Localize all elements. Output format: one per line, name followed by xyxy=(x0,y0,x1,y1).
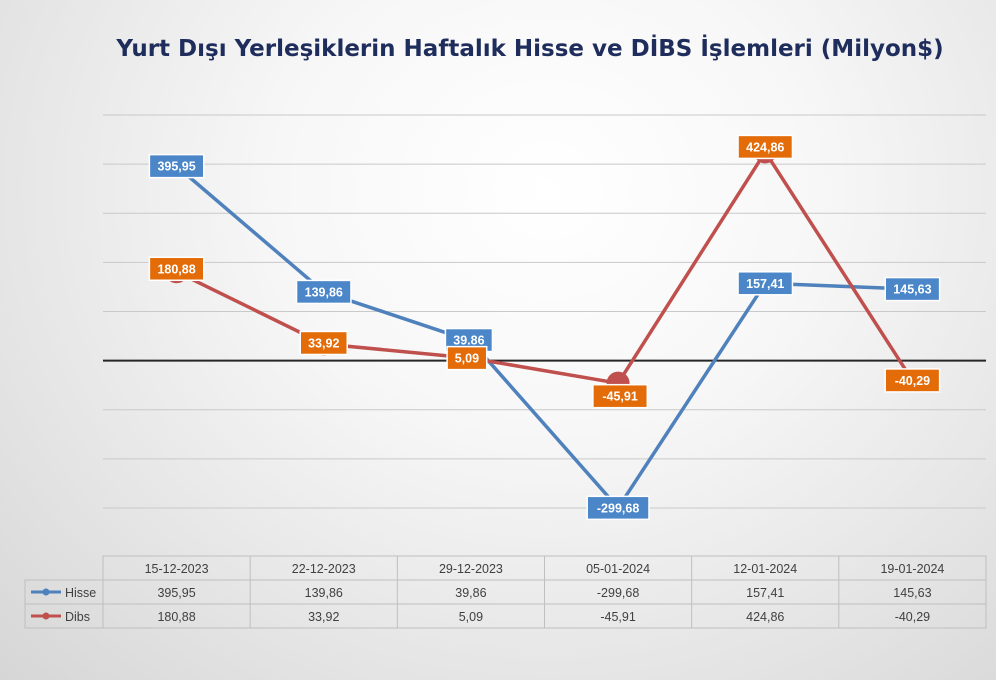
legend-label-dibs: Dibs xyxy=(65,610,90,624)
data-label-box xyxy=(586,495,650,521)
data-label-text: 145,63 xyxy=(893,283,931,297)
data-table-cell: -40,29 xyxy=(895,610,930,624)
data-label-dibs: 33,92 xyxy=(299,330,348,356)
data-label-dibs: -40,29 xyxy=(884,368,941,393)
x-tick-label: 29-12-2023 xyxy=(439,562,503,576)
data-label-hisse: 157,41 xyxy=(737,271,794,296)
data-label-text: -40,29 xyxy=(895,374,930,388)
data-table-cell: -45,91 xyxy=(600,610,635,624)
data-label-text: 424,86 xyxy=(746,140,784,154)
legend-label-hisse: Hisse xyxy=(65,586,96,600)
data-label-dibs: 424,86 xyxy=(737,134,794,160)
data-label-dibs: -45,91 xyxy=(592,383,649,409)
data-table-cell: 180,88 xyxy=(157,610,195,624)
data-label-text: 33,92 xyxy=(308,336,339,350)
data-label-box xyxy=(446,345,488,371)
data-label-box xyxy=(148,153,205,179)
data-label-dibs: 5,09 xyxy=(446,345,488,371)
x-tick-label: 19-01-2024 xyxy=(880,562,944,576)
data-label-hisse: 145,63 xyxy=(884,276,941,302)
data-label-text: 180,88 xyxy=(157,262,195,276)
data-label-box xyxy=(884,368,941,393)
x-tick-label: 22-12-2023 xyxy=(292,562,356,576)
data-label-box xyxy=(148,256,205,282)
series-line-hisse xyxy=(175,164,913,510)
legend-key-marker-dibs xyxy=(42,612,50,620)
data-label-text: 157,41 xyxy=(746,277,784,291)
data-label-box xyxy=(299,330,348,356)
data-table-cell: -299,68 xyxy=(597,586,639,600)
data-label-hisse: 39.86 xyxy=(444,327,494,353)
data-label-dibs: 180,88 xyxy=(148,256,205,282)
data-label-text: 39.86 xyxy=(453,334,484,348)
data-table-cell: 39,86 xyxy=(455,586,486,600)
data-label-box xyxy=(737,271,794,296)
data-label-box xyxy=(884,276,941,302)
x-tick-label: 12-01-2024 xyxy=(733,562,797,576)
data-table-cell: 5,09 xyxy=(459,610,483,624)
chart-title: Yurt Dışı Yerleşiklerin Haftalık Hisse v… xyxy=(116,36,944,62)
data-label-hisse: 139,86 xyxy=(295,279,352,305)
data-table-cell: 424,86 xyxy=(746,610,784,624)
legend-key-marker-hisse xyxy=(42,588,50,596)
data-label-box xyxy=(592,383,649,409)
series-line-dibs xyxy=(175,150,914,385)
data-table-cell: 33,92 xyxy=(308,610,339,624)
data-label-box xyxy=(737,134,794,160)
data-label-hisse: -299,68 xyxy=(586,495,650,521)
data-label-box xyxy=(295,279,352,305)
x-tick-label: 15-12-2023 xyxy=(145,562,209,576)
data-table-row xyxy=(24,603,987,629)
data-table-cell: 145,63 xyxy=(893,586,931,600)
data-table-cell: 139,86 xyxy=(305,586,343,600)
x-tick-label: 05-01-2024 xyxy=(586,562,650,576)
data-label-text: -45,91 xyxy=(602,390,637,404)
data-label-text: -299,68 xyxy=(597,501,639,515)
data-table-cell: 395,95 xyxy=(157,586,195,600)
data-label-text: 395,95 xyxy=(157,160,195,174)
data-label-text: 5,09 xyxy=(455,352,479,366)
data-table-cell: 157,41 xyxy=(746,586,784,600)
data-label-text: 139,86 xyxy=(305,285,343,299)
data-label-hisse: 395,95 xyxy=(148,153,205,179)
